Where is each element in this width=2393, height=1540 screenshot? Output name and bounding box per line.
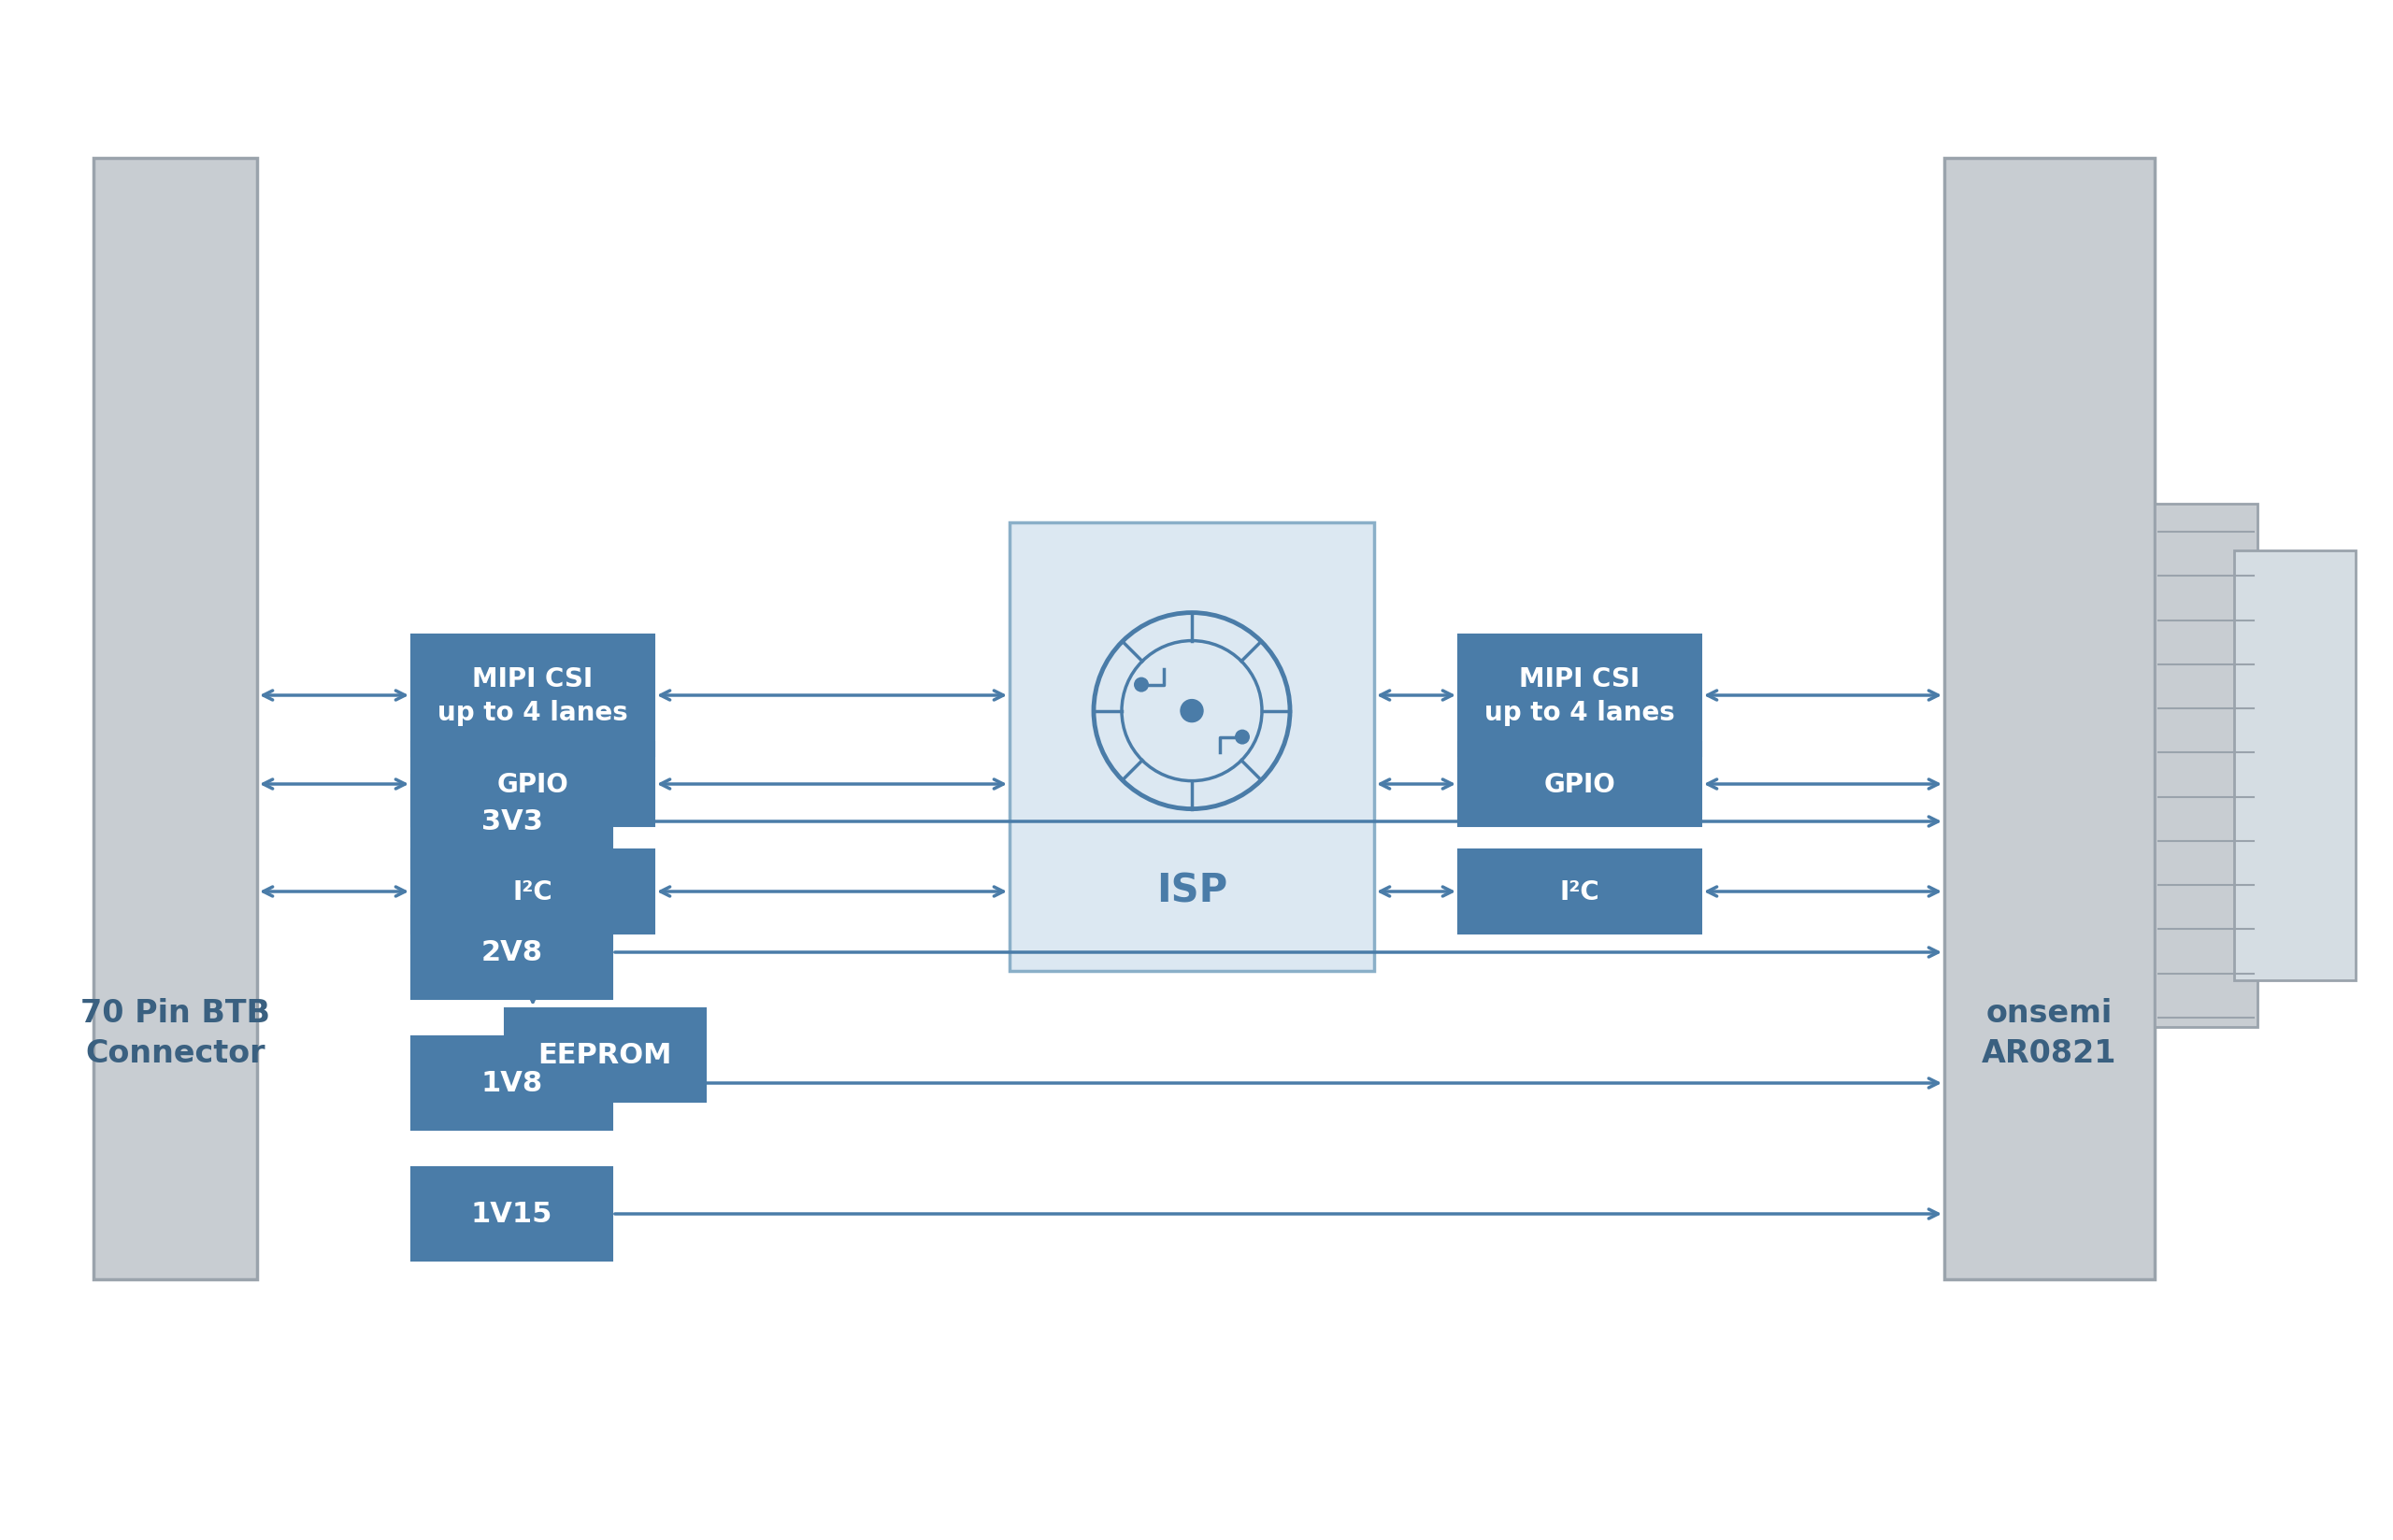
Text: MIPI CSI
up to 4 lanes: MIPI CSI up to 4 lanes (438, 665, 627, 725)
Bar (412, 775, 613, 869)
Bar (412, 1036, 613, 1130)
Text: onsemi
AR0821: onsemi AR0821 (1981, 998, 2118, 1069)
Circle shape (1134, 678, 1149, 693)
Bar (2154, 504, 2257, 1027)
Bar (1943, 159, 2154, 1280)
Bar (1457, 742, 1701, 827)
Text: I²C: I²C (1560, 879, 1601, 906)
Text: MIPI CSI
up to 4 lanes: MIPI CSI up to 4 lanes (1484, 665, 1675, 725)
Bar (1010, 524, 1374, 972)
Bar (412, 742, 653, 827)
Circle shape (1180, 701, 1204, 722)
Text: ISP: ISP (1156, 872, 1228, 910)
Circle shape (1235, 730, 1249, 745)
Text: 1V8: 1V8 (481, 1070, 543, 1096)
Text: 1V15: 1V15 (471, 1201, 553, 1227)
Text: 70 Pin BTB
Connector: 70 Pin BTB Connector (81, 998, 270, 1069)
Text: GPIO: GPIO (1543, 772, 1615, 798)
Bar (93, 159, 256, 1280)
Bar (1457, 634, 1701, 756)
Text: I²C: I²C (512, 879, 553, 906)
Text: 3V3: 3V3 (481, 809, 543, 835)
Bar (2235, 551, 2355, 981)
Bar (412, 850, 653, 933)
Text: 2V8: 2V8 (481, 939, 543, 966)
Bar (412, 906, 613, 999)
Bar (412, 634, 653, 756)
Bar (505, 1009, 706, 1103)
Text: EEPROM: EEPROM (538, 1041, 672, 1069)
Text: GPIO: GPIO (498, 772, 570, 798)
Bar (1457, 850, 1701, 933)
Bar (412, 1167, 613, 1261)
